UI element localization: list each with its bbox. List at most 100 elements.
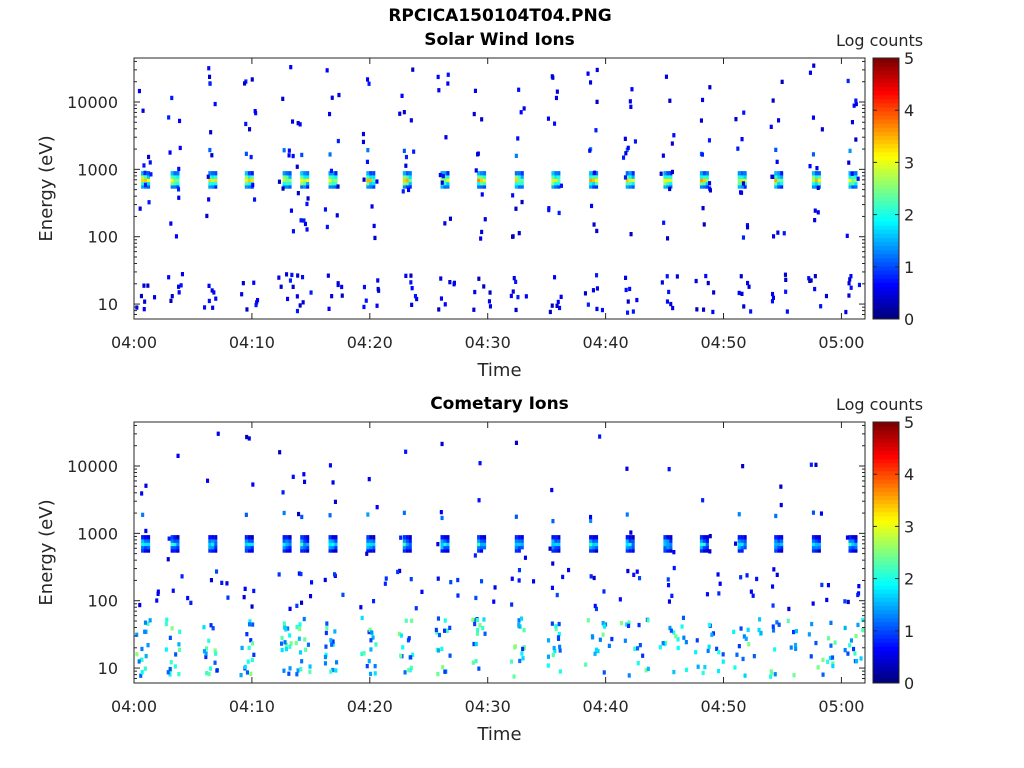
spectrogram-cell	[627, 623, 631, 628]
spectrogram-cell	[589, 545, 593, 550]
spectrogram-cell	[596, 648, 600, 654]
spectrogram-cell	[848, 548, 852, 553]
spectrogram-cell	[789, 645, 793, 650]
spectrogram-cell	[739, 575, 743, 580]
spectrogram-cell	[243, 586, 247, 591]
spectrogram-cell	[514, 184, 518, 189]
colorbar-segment	[873, 642, 899, 647]
colorbar-segment	[873, 434, 899, 439]
spectrogram-cell	[774, 513, 778, 519]
spectrogram-cell	[771, 624, 775, 629]
spectrogram-cell	[737, 174, 741, 179]
spectrogram-cell	[736, 146, 740, 151]
spectrogram-cell	[483, 217, 487, 222]
spectrogram-cell	[250, 538, 254, 543]
spectrogram-cell	[551, 181, 555, 186]
spectrogram-cell	[547, 638, 551, 643]
spectrogram-cell	[476, 627, 480, 633]
x-axis-label: Time	[476, 360, 521, 381]
spectrogram-cell	[511, 289, 515, 294]
spectrogram-cell	[144, 483, 148, 488]
spectrogram-cell	[208, 545, 212, 550]
spectrogram-cell	[625, 548, 629, 553]
spectrogram-cell	[483, 174, 487, 179]
spectrogram-cell	[856, 592, 860, 598]
spectrogram-cell	[646, 666, 650, 671]
spectrogram-cell	[483, 541, 487, 547]
spectrogram-cell	[669, 548, 673, 553]
spectrogram-cell	[737, 512, 741, 517]
colorbar-segment	[873, 532, 899, 537]
spectrogram-cell	[477, 174, 481, 179]
spectrogram-cell	[372, 599, 376, 604]
spectrogram-cell	[589, 181, 593, 186]
spectrogram-cell	[167, 115, 171, 120]
colorbar-segment	[873, 426, 899, 431]
spectrogram-cell	[483, 177, 487, 183]
spectrogram-cell	[477, 545, 481, 550]
spectrogram-cell	[440, 184, 444, 189]
spectrogram-cell	[170, 184, 174, 189]
spectrogram-cell	[817, 171, 821, 176]
spectrogram-cell	[303, 174, 307, 179]
spectrogram-cell	[704, 273, 708, 279]
spectrogram-cell	[715, 646, 719, 651]
colorbar-segment	[873, 66, 899, 71]
spectrogram-cell	[329, 669, 333, 674]
spectrogram-cell	[328, 177, 332, 183]
spectrogram-cell	[482, 284, 486, 289]
spectrogram-cell	[330, 95, 334, 100]
spectrogram-cell	[708, 534, 712, 539]
spectrogram-cell	[204, 654, 208, 660]
spectrogram-cell	[303, 171, 307, 176]
spectrogram-cell	[669, 541, 673, 547]
spectrogram-cell	[480, 579, 484, 584]
spectrogram-cell	[705, 184, 709, 189]
spectrogram-cell	[740, 291, 744, 296]
spectrogram-cell	[480, 177, 484, 183]
y-tick-label: 100	[87, 592, 118, 611]
spectrogram-cell	[711, 631, 715, 636]
spectrogram-cell	[285, 541, 289, 547]
spectrogram-cell	[737, 548, 741, 553]
spectrogram-cell	[667, 289, 671, 295]
spectrogram-cell	[628, 171, 632, 176]
spectrogram-cell	[208, 535, 212, 540]
spectrogram-cell	[472, 618, 476, 623]
spectrogram-cell	[759, 630, 763, 636]
spectrogram-cell	[792, 673, 796, 678]
spectrogram-cell	[631, 171, 635, 176]
spectrogram-cell	[848, 277, 852, 282]
spectrogram-cell	[586, 71, 590, 76]
spectrogram-cell	[249, 671, 253, 676]
spectrogram-cell	[137, 88, 141, 94]
spectrogram-cell	[631, 545, 635, 550]
spectrogram-cell	[705, 177, 709, 183]
spectrogram-cell	[443, 545, 447, 550]
spectrogram-cell	[699, 538, 703, 543]
spectrogram-cell	[553, 275, 557, 280]
spectrogram-cell	[740, 541, 744, 547]
spectrogram-cell	[170, 294, 174, 299]
spectrogram-cell	[436, 542, 440, 547]
spectrogram-cell	[558, 669, 562, 674]
spectrogram-cell	[141, 108, 145, 113]
spectrogram-cell	[854, 171, 858, 176]
colorbar-segment	[873, 593, 899, 598]
spectrogram-cell	[554, 626, 558, 631]
spectrogram-cell	[663, 184, 667, 189]
colorbar-segment	[873, 495, 899, 500]
spectrogram-cell	[557, 535, 561, 540]
spectrogram-cell	[477, 548, 481, 553]
spectrogram-cell	[247, 538, 251, 543]
colorbar-segment	[873, 523, 899, 529]
spectrogram-cell	[288, 278, 292, 283]
spectrogram-cell	[592, 548, 596, 553]
spectrogram-cell	[409, 655, 413, 660]
spectrogram-cell	[851, 535, 855, 540]
spectrogram-cell	[743, 673, 747, 678]
spectrogram-cell	[773, 672, 777, 677]
spectrogram-cell	[369, 671, 373, 677]
spectrogram-cell	[474, 595, 478, 601]
spectrogram-cell	[826, 583, 830, 588]
